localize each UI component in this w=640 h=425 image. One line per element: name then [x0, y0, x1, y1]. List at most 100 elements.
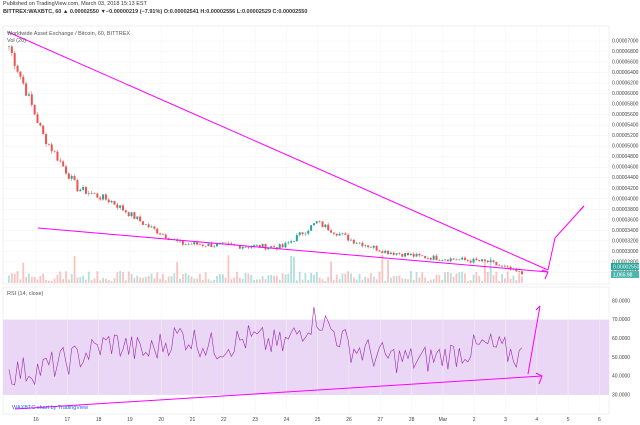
arrow-head [535, 305, 541, 311]
candle-body [261, 243, 264, 248]
volume-bar [164, 280, 167, 283]
volume-bar [93, 278, 96, 283]
volume-bar [247, 273, 250, 283]
candle-body [62, 161, 65, 167]
candle-body [378, 250, 381, 252]
volume-bar [256, 279, 258, 283]
volume-bar [466, 280, 469, 283]
candle-body [179, 240, 181, 242]
candle-body [27, 94, 30, 96]
rsi-label: RSI (14, close) [7, 291, 44, 297]
candle-body [19, 71, 22, 77]
candle-body [122, 205, 124, 211]
candle-body [304, 233, 307, 235]
price-tick-label: 0.00002800 [612, 259, 639, 265]
candle-body [506, 266, 509, 268]
symbol-line: BITTREX:WAXBTC, 60 ▲ 0.00002550 ▼−0.0000… [3, 9, 308, 15]
candle-body [230, 243, 233, 245]
candle-body [327, 224, 330, 231]
candle-body [498, 265, 501, 266]
candle-body [358, 242, 361, 244]
volume-bar [210, 280, 213, 283]
candle-body [367, 245, 370, 248]
candle-body [159, 233, 162, 235]
volume-bar [179, 278, 181, 283]
candle-body [8, 46, 10, 48]
candle-body [73, 175, 76, 181]
candle-body [344, 233, 347, 235]
volume-bar [233, 277, 236, 283]
candle-body [466, 259, 469, 261]
volume-bar [506, 271, 509, 283]
candle-body [435, 255, 438, 261]
volume-bar [276, 275, 278, 283]
volume-bar [298, 271, 301, 283]
volume-bar [421, 272, 424, 283]
volume-bar [438, 274, 441, 283]
candle-body [130, 212, 133, 217]
candle-body [141, 221, 144, 225]
volume-bar [372, 276, 375, 283]
volume-bar [207, 279, 210, 283]
candle-body [421, 255, 424, 257]
volume-bar [30, 277, 33, 283]
volume-bar [350, 273, 352, 283]
candle-body [156, 228, 159, 234]
volume-bar [387, 260, 389, 283]
volume-bar [8, 275, 10, 283]
candle-body [464, 257, 466, 260]
volume-bar [85, 279, 87, 283]
candle-body [369, 247, 372, 248]
candle-body [418, 253, 421, 256]
candle-body [253, 245, 256, 247]
trendline [554, 205, 585, 239]
volume-bar [90, 280, 93, 283]
published-line: Published on TradingView.com, March 03, … [3, 1, 147, 7]
candle-body [119, 205, 122, 208]
candle-body [184, 244, 187, 245]
rsi-tick-label: 70.0000 [612, 317, 630, 323]
volume-bar [273, 275, 275, 283]
candle-body [10, 46, 13, 54]
trendline [547, 237, 556, 271]
price-pane[interactable] [2, 25, 610, 285]
candle-body [347, 234, 350, 241]
candle-body [90, 193, 93, 194]
price-tick-label: 0.00004200 [612, 186, 639, 192]
candle-body [387, 250, 390, 255]
volume-bar [196, 278, 198, 283]
trendline [7, 31, 549, 271]
candle-body [227, 242, 230, 244]
volume-bar [224, 277, 227, 283]
candle-body [79, 189, 82, 192]
volume-bar [258, 279, 261, 283]
candle-body [16, 65, 19, 72]
candle-body [216, 243, 219, 247]
volume-bar [159, 278, 161, 283]
candle-body [461, 257, 464, 260]
volume-bar [498, 280, 501, 283]
candle-body [36, 114, 39, 123]
candle-body [361, 242, 364, 247]
candle-body [492, 260, 495, 262]
candle-body [315, 221, 318, 224]
candle-body [438, 260, 441, 261]
candle-body [426, 258, 429, 259]
trendlines [7, 31, 585, 410]
volume-bar [167, 276, 170, 283]
candle-body [355, 242, 358, 244]
volume-bar [404, 278, 407, 283]
candle-body [213, 246, 216, 248]
volume-bar [173, 273, 176, 283]
time-tick-label: 6 [598, 417, 601, 423]
candle-body [127, 212, 130, 217]
volume-bar [241, 278, 244, 283]
candle-body [201, 244, 204, 246]
volume-bar [278, 279, 281, 283]
volume-bar [355, 279, 358, 283]
volume-bar [193, 278, 196, 283]
candle-body [372, 245, 375, 248]
candle-body [330, 230, 333, 233]
volume-bar [384, 280, 387, 283]
